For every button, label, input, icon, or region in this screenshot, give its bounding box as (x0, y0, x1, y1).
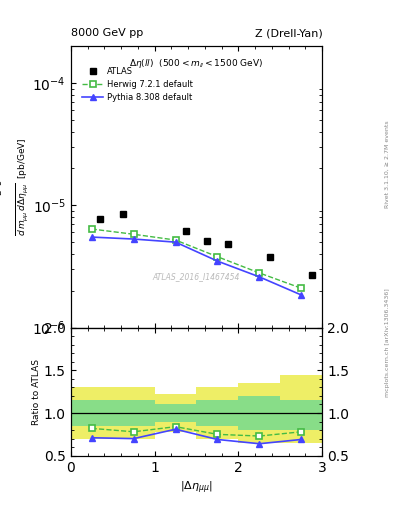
Legend: ATLAS, Herwig 7.2.1 default, Pythia 8.308 default: ATLAS, Herwig 7.2.1 default, Pythia 8.30… (80, 65, 196, 104)
ATLAS (268, 253, 272, 260)
Herwig 7.2.1 default (131, 231, 136, 238)
Line: Pythia 8.308 default: Pythia 8.308 default (88, 233, 305, 298)
ATLAS (184, 228, 188, 234)
Text: Z (Drell-Yan): Z (Drell-Yan) (255, 28, 322, 38)
Herwig 7.2.1 default (173, 237, 178, 243)
Text: $\Delta\eta(ll)$  $(500 < m_{ll} < 1500\ \mathrm{GeV})$: $\Delta\eta(ll)$ $(500 < m_{ll} < 1500\ … (129, 57, 264, 70)
Pythia 8.308 default (173, 239, 178, 245)
Herwig 7.2.1 default (215, 253, 220, 260)
ATLAS (121, 211, 125, 217)
X-axis label: $|\Delta\eta_{\mu\mu}|$: $|\Delta\eta_{\mu\mu}|$ (180, 480, 213, 497)
Pythia 8.308 default (89, 234, 94, 240)
Y-axis label: $d^2\sigma$
$\overline{d\,m_{\mu\mu}\,d\Delta\eta_{\mu\mu}}$  [pb/GeV]: $d^2\sigma$ $\overline{d\,m_{\mu\mu}\,d\… (0, 138, 29, 236)
Line: ATLAS: ATLAS (97, 210, 315, 279)
Pythia 8.308 default (299, 292, 304, 298)
Pythia 8.308 default (257, 274, 262, 280)
Text: 8000 GeV pp: 8000 GeV pp (71, 28, 143, 38)
ATLAS (226, 241, 230, 247)
Text: Rivet 3.1.10, ≥ 2.7M events: Rivet 3.1.10, ≥ 2.7M events (385, 120, 389, 208)
Pythia 8.308 default (131, 236, 136, 242)
ATLAS (98, 216, 103, 222)
Text: ATLAS_2016_I1467454: ATLAS_2016_I1467454 (153, 272, 240, 282)
Text: mcplots.cern.ch [arXiv:1306.3436]: mcplots.cern.ch [arXiv:1306.3436] (385, 289, 389, 397)
Y-axis label: Ratio to ATLAS: Ratio to ATLAS (32, 359, 41, 424)
ATLAS (205, 238, 209, 244)
ATLAS (309, 272, 314, 278)
Herwig 7.2.1 default (89, 226, 94, 232)
Herwig 7.2.1 default (257, 270, 262, 276)
Pythia 8.308 default (215, 258, 220, 264)
Herwig 7.2.1 default (299, 285, 304, 291)
Line: Herwig 7.2.1 default: Herwig 7.2.1 default (88, 226, 305, 292)
